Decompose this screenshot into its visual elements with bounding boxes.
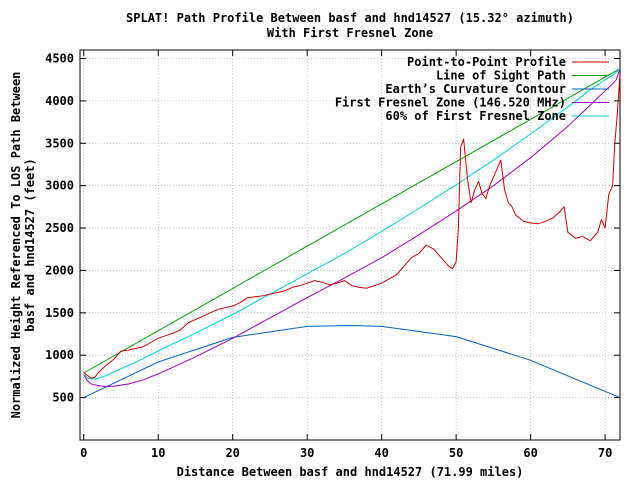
y-tick-label: 4500 (45, 51, 74, 65)
y-tick-label: 1500 (45, 306, 74, 320)
series-group (83, 68, 621, 399)
series-line-line-of-sight-path (83, 68, 621, 374)
plot-frame (79, 49, 621, 441)
x-tick-label: 60 (523, 446, 537, 460)
x-tick-label: 50 (449, 446, 463, 460)
y-axis-ticks: 500 1000 1500 2000 2500 3000 3500 4000 4500 (45, 51, 620, 405)
legend-label: Point-to-Point Profile (407, 55, 566, 69)
y-tick-label: 4000 (45, 94, 74, 108)
y-tick-label: 1000 (45, 348, 74, 362)
y-tick-label: 2500 (45, 221, 74, 235)
y-axis-label-line-1: Normalized Height Referenced To LOS Path… (9, 72, 23, 419)
grid (80, 50, 620, 440)
series-line-point-to-point-profile (83, 75, 621, 379)
series-line-earth-s-curvature-contour (83, 325, 621, 399)
series-line-first-fresnel-zone-146-520-mhz (83, 68, 621, 388)
series-line-60-of-first-fresnel-zone (83, 68, 621, 380)
x-tick-label: 30 (300, 446, 314, 460)
y-tick-label: 3500 (45, 136, 74, 150)
x-axis-ticks: 0 10 20 30 40 50 60 70 (80, 50, 612, 460)
x-tick-label: 10 (151, 446, 165, 460)
y-axis-label-line-2: basf and hnd14527 (feet) (23, 158, 37, 331)
chart-title: SPLAT! Path Profile Between basf and hnd… (126, 11, 574, 25)
x-tick-label: 40 (374, 446, 388, 460)
x-tick-label: 0 (80, 446, 87, 460)
chart-subtitle: With First Fresnel Zone (267, 26, 433, 40)
y-tick-label: 2000 (45, 263, 74, 277)
x-tick-label: 20 (225, 446, 239, 460)
legend-label: Earth’s Curvature Contour (385, 82, 566, 96)
legend-label: Line of Sight Path (436, 69, 566, 83)
x-tick-label: 70 (598, 446, 612, 460)
x-axis-label: Distance Between basf and hnd14527 (71.9… (177, 465, 524, 479)
y-tick-label: 500 (52, 391, 74, 405)
y-tick-label: 3000 (45, 179, 74, 193)
legend-label: First Fresnel Zone (146.520 MHz) (335, 96, 566, 110)
legend-label: 60% of First Fresnel Zone (385, 109, 566, 123)
